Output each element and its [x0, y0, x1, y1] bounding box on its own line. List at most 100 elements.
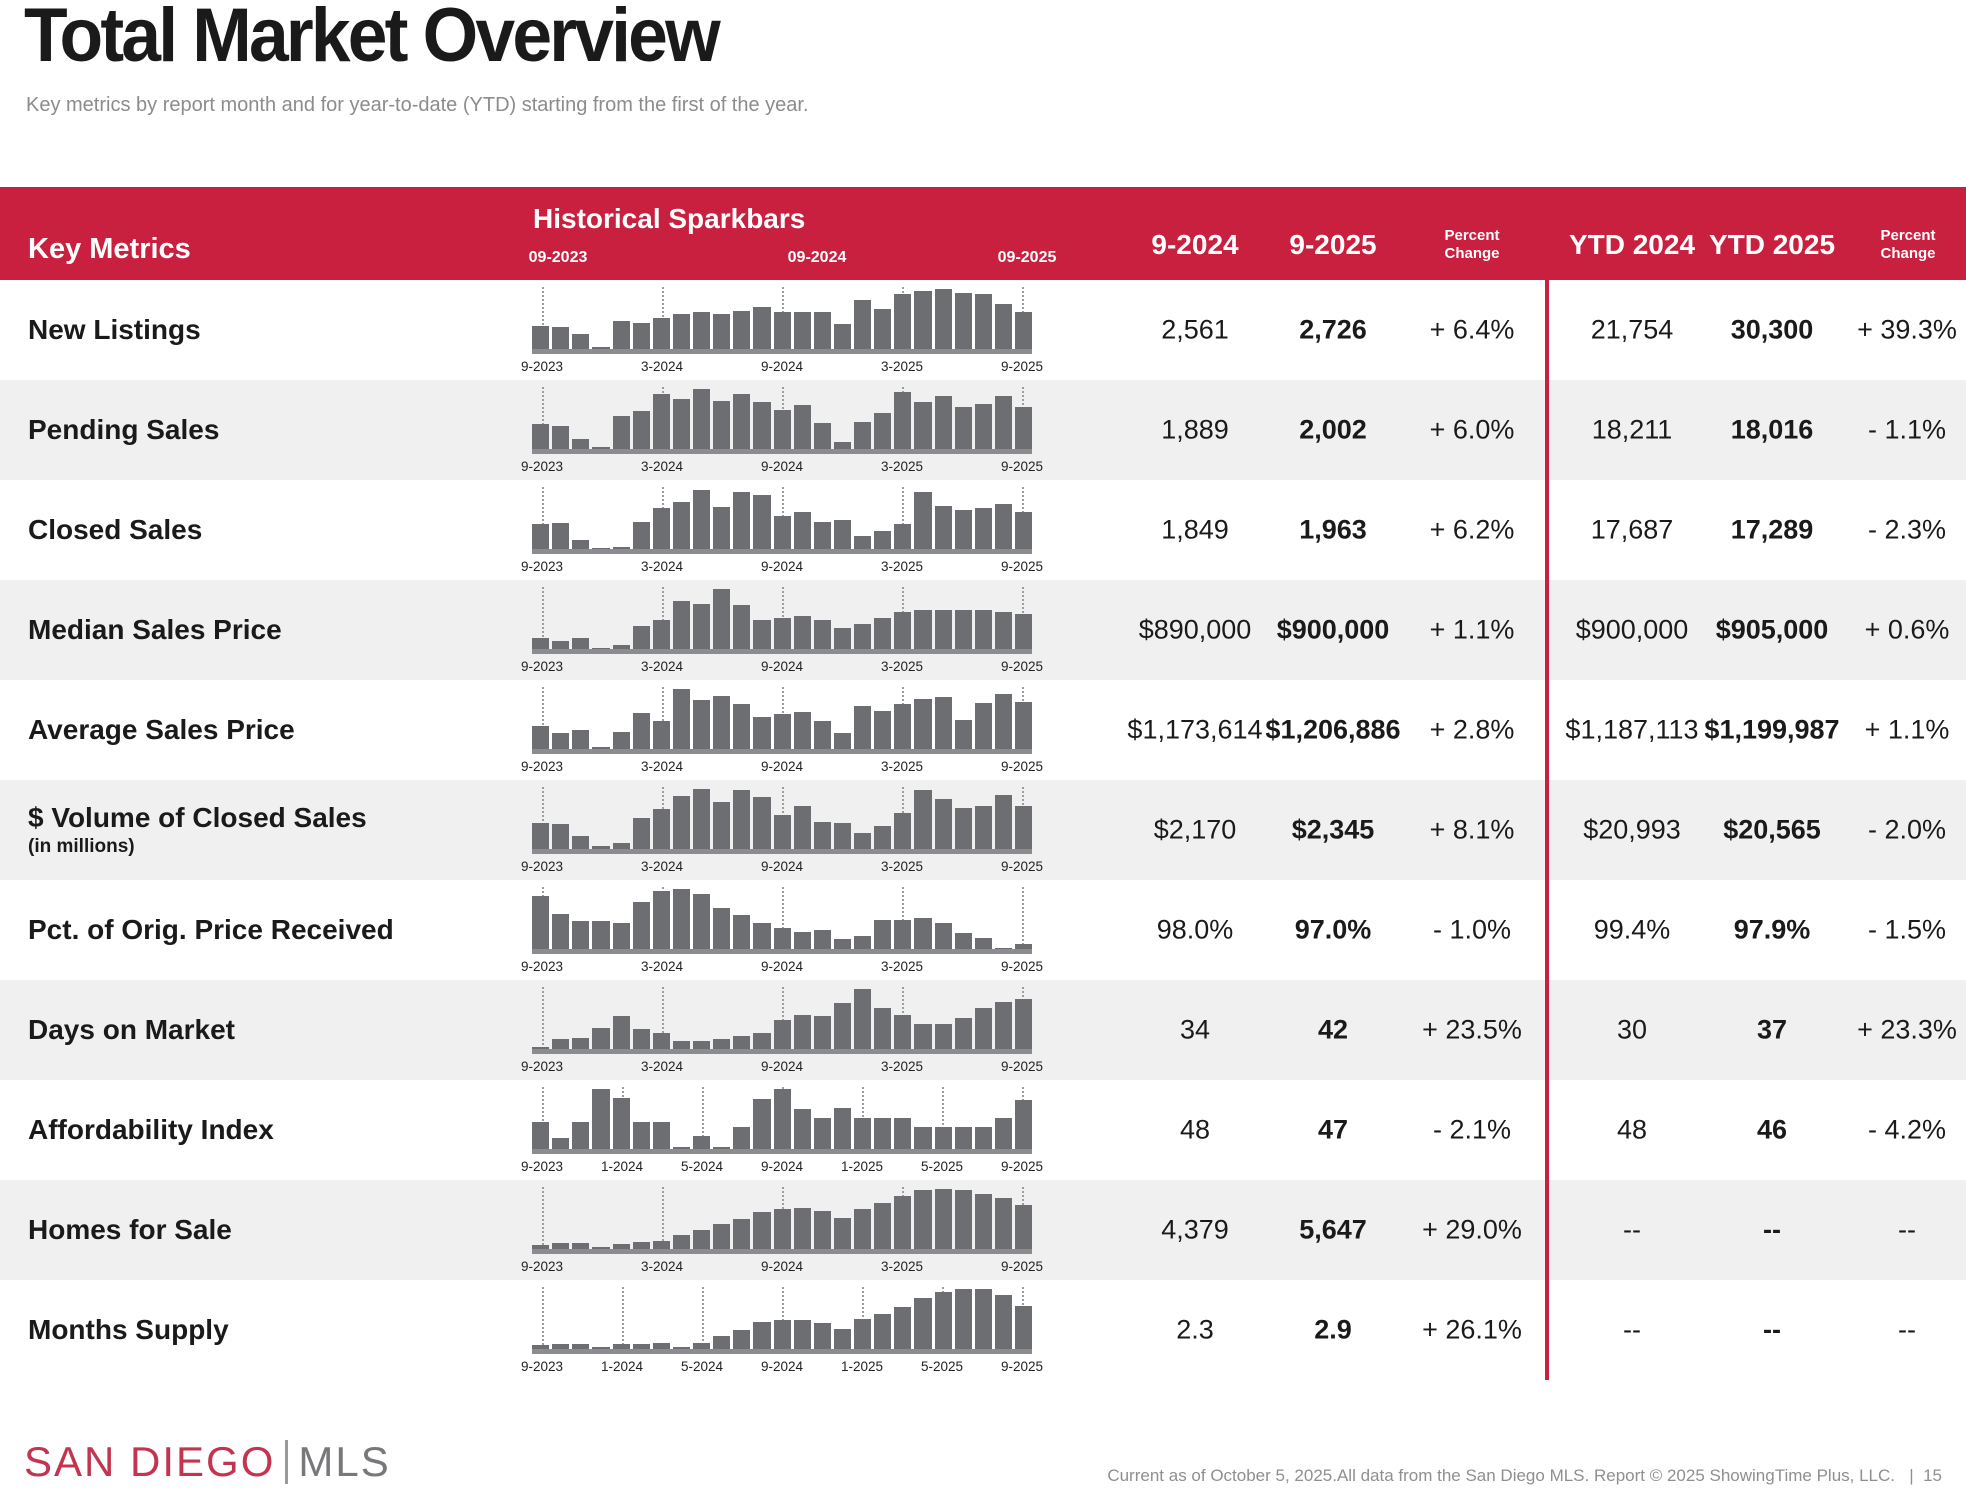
- metric-label: Average Sales Price: [28, 714, 295, 746]
- sparkbar-bar: [713, 908, 731, 949]
- value-percent-change-ytd: + 23.3%: [1857, 1014, 1957, 1045]
- value-ytd-2025: 17,289: [1730, 514, 1814, 545]
- sparkbar-tick-label: 3-2025: [880, 1259, 924, 1274]
- sparkbar-baseline: [532, 1349, 1032, 1354]
- sparkbar-tick-label: 3-2025: [880, 859, 924, 874]
- sparkbar-bar: [572, 1038, 590, 1049]
- sparkbar-bar: [874, 826, 892, 849]
- sparkbar-gridline: [662, 587, 664, 649]
- sparkbar-bar: [552, 426, 570, 449]
- sparkbar-bar: [753, 307, 771, 349]
- sparkbar-bar: [773, 815, 791, 849]
- sparkbar-bar: [572, 540, 590, 549]
- sparkbar-bar: [713, 1039, 731, 1049]
- sparkbar-bar: [532, 1122, 550, 1149]
- sparkbar-bar: [693, 604, 711, 649]
- sparkbar-bar: [572, 638, 590, 649]
- sparkbar-tick-label: 9-2024: [760, 859, 804, 874]
- metric-label: Pct. of Orig. Price Received: [28, 914, 394, 946]
- metric-label-text: Pct. of Orig. Price Received: [28, 914, 394, 945]
- sparkbar-bar: [713, 1336, 731, 1349]
- sparkbar-bar: [532, 823, 550, 849]
- sparkbar-tick-label: 9-2024: [760, 359, 804, 374]
- value-percent-change-month: + 6.0%: [1429, 414, 1515, 445]
- sparkbar-bar: [572, 1344, 590, 1349]
- sparkbar-bar: [833, 520, 851, 549]
- sparkbar-tick-label: 9-2023: [520, 759, 564, 774]
- sparkbars-header: Historical Sparkbars: [533, 203, 806, 234]
- sparkbar-bar: [632, 818, 650, 849]
- sparkbar-bar: [632, 902, 650, 949]
- sparkbar-plot: [532, 287, 1033, 349]
- sparkbar-tick-label: 3-2025: [880, 959, 924, 974]
- sparkbar-bar: [572, 921, 590, 949]
- sparkbar-bar: [813, 822, 831, 849]
- sparkbar-bar: [552, 824, 570, 849]
- spark-axis-label-2025: 09-2025: [997, 249, 1057, 266]
- sparkbar-bars: [532, 287, 1033, 349]
- metric-row: Affordability Index 9-2023 1-2024 5-2024 9-2…: [0, 1080, 1966, 1180]
- sparkbar-chart: 9-2023 1-2024 5-2024 9-2024 1-2025 5-2025 9-20…: [521, 1287, 1043, 1379]
- value-percent-change-month: + 26.1%: [1422, 1314, 1522, 1345]
- sparkbar-tick-label: 9-2025: [1000, 1159, 1044, 1174]
- sparkbar-bar: [672, 314, 690, 349]
- sparkbar-gridline: [542, 787, 544, 849]
- value-ytd-2024: $20,993: [1583, 814, 1681, 845]
- sparkbar-tick-label: 5-2025: [920, 1159, 964, 1174]
- col-header-ytd-2024: YTD 2024: [1568, 229, 1696, 260]
- sparkbar-bar: [894, 612, 912, 649]
- sparkbar-bar: [813, 930, 831, 949]
- sparkbar-bar: [652, 508, 670, 549]
- sparkbar-bar: [874, 920, 892, 949]
- sparkbar-bar: [592, 1347, 610, 1349]
- sparkbar-bar: [632, 1029, 650, 1049]
- value-month-2024: 2.3: [1176, 1314, 1214, 1345]
- sparkbar-bar: [612, 547, 630, 549]
- sparkbar-bar: [632, 1122, 650, 1149]
- sparkbar-bar: [632, 626, 650, 649]
- sparkbar-bar: [793, 1320, 811, 1349]
- sparkbar-bar: [713, 314, 731, 349]
- sparkbar-bar: [713, 507, 731, 549]
- sparkbar-bar: [552, 1243, 570, 1249]
- sparkbar-bar: [693, 1230, 711, 1249]
- sparkbar-bar: [713, 802, 731, 849]
- sparkbar-gridline: [662, 987, 664, 1049]
- sparkbar-tick-label: 3-2024: [640, 959, 684, 974]
- sparkbar-tick-label: 9-2025: [1000, 559, 1044, 574]
- value-month-2025: 2,726: [1299, 314, 1367, 345]
- col-header-percent-change-month: Percent Change: [1444, 227, 1500, 262]
- sparkbar-bar: [532, 1047, 550, 1049]
- value-month-2024: 48: [1179, 1114, 1211, 1145]
- sparkbar-bar: [914, 402, 932, 449]
- sparkbar-bar: [854, 422, 872, 449]
- sparkbar-gridline: [662, 1187, 664, 1249]
- sparkbar-bar: [773, 410, 791, 449]
- sparkbar-bar: [874, 618, 892, 649]
- sparkbar-baseline: [532, 949, 1032, 954]
- value-month-2025: $1,206,886: [1265, 714, 1401, 745]
- sparkbar-bar: [693, 1136, 711, 1149]
- sparkbar-plot: [532, 587, 1033, 649]
- sparkbar-bar: [894, 524, 912, 549]
- sparkbar-bar: [1015, 702, 1033, 749]
- value-percent-change-month: + 23.5%: [1422, 1014, 1522, 1045]
- sparkbar-bar: [974, 1194, 992, 1249]
- sparkbar-gridline: [542, 287, 544, 349]
- sparkbar-bar: [894, 1307, 912, 1349]
- sparkbar-bar: [1015, 1306, 1033, 1349]
- sparkbar-tick-label: 3-2025: [880, 459, 924, 474]
- sparkbar-bar: [994, 612, 1012, 649]
- sparkbar-bar: [592, 447, 610, 449]
- sparkbar-bar: [693, 700, 711, 749]
- value-ytd-2025: --: [1763, 1314, 1781, 1345]
- sparkbar-bar: [693, 389, 711, 449]
- sparkbar-bar: [1015, 512, 1033, 549]
- sparkbar-bar: [874, 413, 892, 449]
- sparkbar-bar: [652, 721, 670, 749]
- sparkbar-bar: [1015, 614, 1033, 649]
- sparkbar-tick-label: 3-2024: [640, 659, 684, 674]
- sparkbar-bar: [592, 1028, 610, 1049]
- sparkbar-bar: [854, 1209, 872, 1249]
- sparkbar-bar: [813, 1118, 831, 1149]
